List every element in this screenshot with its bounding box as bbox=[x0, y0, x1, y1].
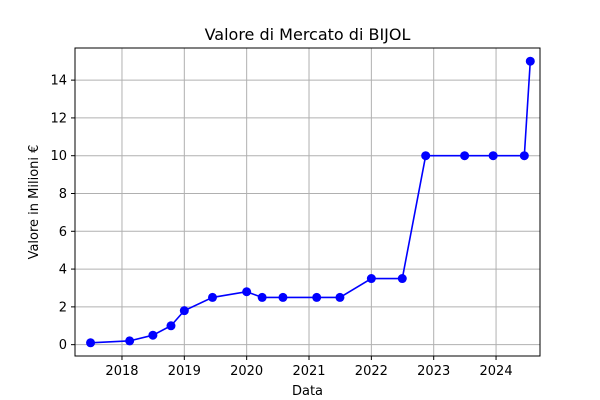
x-grid-lines bbox=[121, 48, 497, 356]
data-point bbox=[208, 292, 218, 302]
x-tick-label: 2019 bbox=[168, 364, 201, 379]
data-point bbox=[312, 292, 322, 302]
y-tick-label: 14 bbox=[50, 74, 67, 89]
data-point bbox=[257, 292, 267, 302]
data-point bbox=[519, 151, 529, 161]
data-point bbox=[242, 287, 252, 297]
data-point bbox=[460, 151, 470, 161]
y-tick-label: 0 bbox=[59, 338, 67, 353]
data-point bbox=[125, 336, 135, 346]
x-tick-label: 2021 bbox=[292, 364, 325, 379]
plot-frame bbox=[74, 47, 541, 357]
data-point bbox=[179, 306, 189, 316]
y-tick-label: 10 bbox=[50, 149, 67, 164]
y-tick-label: 6 bbox=[59, 225, 67, 240]
chart-title: Valore di Mercato di BIJOL bbox=[205, 25, 411, 44]
x-tick-label: 2024 bbox=[480, 364, 513, 379]
data-point bbox=[278, 292, 288, 302]
x-axis-label: Data bbox=[292, 384, 323, 399]
data-point bbox=[488, 151, 498, 161]
x-tick-label: 2023 bbox=[417, 364, 450, 379]
series-layer bbox=[86, 56, 535, 348]
data-point bbox=[421, 151, 431, 161]
x-tick-label: 2018 bbox=[105, 364, 138, 379]
data-point bbox=[86, 338, 96, 348]
y-axis-label: Valore in Milioni € bbox=[27, 145, 42, 260]
x-tick-label: 2020 bbox=[230, 364, 263, 379]
data-point bbox=[397, 274, 407, 284]
y-grid-lines bbox=[75, 79, 540, 346]
x-tick-label: 2022 bbox=[355, 364, 388, 379]
y-tick-label: 4 bbox=[59, 263, 67, 278]
y-tick-label: 2 bbox=[59, 300, 67, 315]
data-point bbox=[148, 330, 158, 340]
x-axis-ticks: 2018 2019 2020 2021 2022 2023 2024 bbox=[105, 356, 513, 379]
data-point bbox=[366, 274, 376, 284]
y-tick-label: 12 bbox=[50, 111, 67, 126]
y-axis-ticks: 0 2 4 6 8 10 12 14 bbox=[50, 74, 75, 353]
data-point bbox=[166, 321, 176, 331]
y-tick-label: 8 bbox=[59, 187, 67, 202]
data-point bbox=[525, 56, 535, 66]
data-point bbox=[335, 292, 345, 302]
